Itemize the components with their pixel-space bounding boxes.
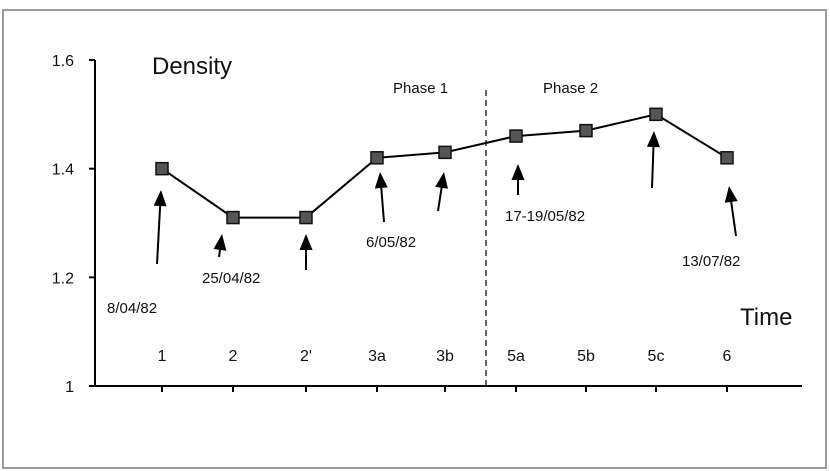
data-point bbox=[370, 151, 384, 165]
x-tick-label: 3b bbox=[436, 348, 454, 365]
annotation-arrow-head bbox=[724, 186, 738, 203]
y-tick-label: 1.6 bbox=[52, 53, 74, 70]
x-tick-label: 2' bbox=[300, 348, 312, 365]
annotation-arrow-shaft bbox=[730, 201, 737, 237]
y-tick-label: 1.4 bbox=[52, 162, 74, 179]
data-point bbox=[438, 145, 452, 160]
annotation-arrow-shaft bbox=[651, 146, 655, 189]
x-tick-label: 5b bbox=[577, 348, 595, 365]
x-tick-label: 5a bbox=[507, 348, 525, 365]
data-point bbox=[579, 123, 593, 138]
phase-2-label: Phase 2 bbox=[543, 80, 598, 97]
y-axis-title: Density bbox=[152, 53, 232, 80]
x-axis-title: Time bbox=[740, 304, 792, 331]
date-annotation: 25/04/82 bbox=[202, 270, 260, 287]
phase-1-label: Phase 1 bbox=[393, 80, 448, 97]
annotation-arrow-head bbox=[153, 190, 167, 207]
density-series-line bbox=[161, 113, 728, 219]
y-tick-label: 1.2 bbox=[52, 270, 74, 287]
annotation-arrow-head bbox=[435, 172, 448, 189]
data-point bbox=[509, 129, 523, 143]
date-annotation: 13/07/82 bbox=[682, 253, 740, 270]
annotation-arrow-head bbox=[374, 172, 388, 189]
date-annotation: 17-19/05/82 bbox=[505, 208, 585, 225]
annotation-arrow-shaft bbox=[380, 187, 385, 223]
annotation-arrow-head bbox=[646, 131, 660, 148]
x-tick-label: 1 bbox=[158, 348, 167, 365]
data-point bbox=[155, 161, 169, 176]
annotation-arrow-head bbox=[511, 164, 525, 180]
x-tick-label: 6 bbox=[723, 348, 732, 365]
annotation-arrow-shaft bbox=[156, 205, 162, 265]
x-tick-label: 5c bbox=[648, 348, 665, 365]
data-point bbox=[226, 210, 240, 225]
date-annotation: 6/05/82 bbox=[366, 234, 416, 251]
data-point bbox=[720, 151, 734, 165]
date-annotation: 8/04/82 bbox=[107, 300, 157, 317]
annotation-arrow-head bbox=[299, 234, 313, 250]
annotation-arrow-shaft bbox=[218, 249, 221, 258]
y-tick-label: 1 bbox=[65, 379, 74, 396]
frame bbox=[2, 9, 827, 469]
annotation-arrow-head bbox=[213, 234, 227, 251]
data-point bbox=[649, 107, 663, 122]
annotation-arrow-shaft bbox=[437, 187, 443, 212]
x-tick-label: 3a bbox=[368, 348, 386, 365]
x-tick-label: 2 bbox=[229, 348, 238, 365]
data-point bbox=[299, 210, 313, 225]
